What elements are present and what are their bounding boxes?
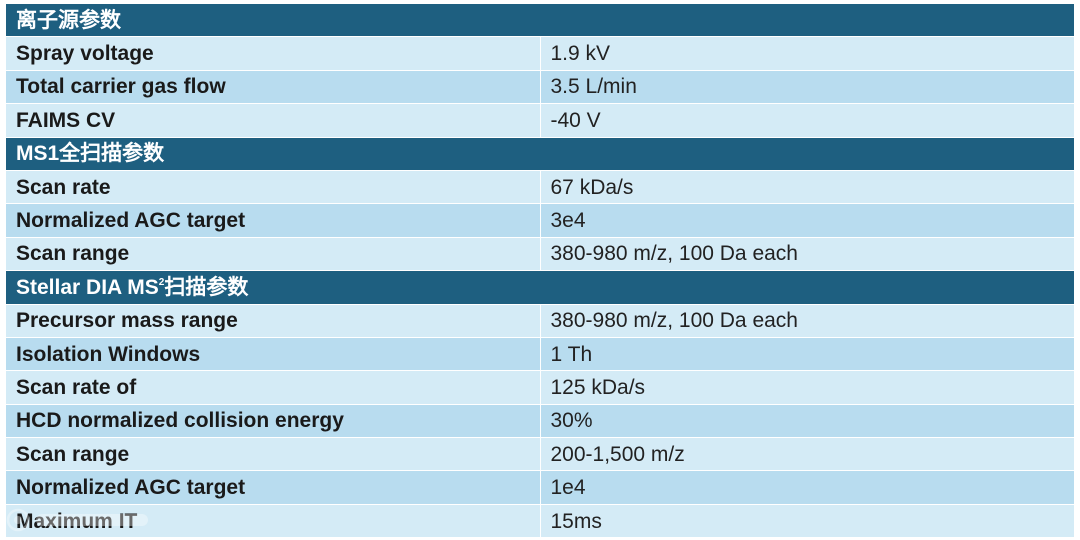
param-label: Scan range: [5, 437, 541, 472]
section-title: MS1全扫描参数: [5, 136, 1075, 171]
param-label: Maximum IT: [5, 503, 541, 539]
param-value: 67 kDa/s: [539, 169, 1075, 205]
param-label: Isolation Windows: [5, 336, 541, 372]
param-value: 15ms: [539, 503, 1075, 539]
table-row: FAIMS CV -40 V: [5, 103, 1075, 138]
section-title-prefix: Stellar DIA MS: [16, 275, 159, 299]
table-row: Scan rate 67 kDa/s: [5, 169, 1075, 205]
param-value: -40 V: [539, 103, 1075, 138]
table-row: Normalized AGC target 1e4: [5, 470, 1075, 505]
section-title-suffix: 扫描参数: [164, 275, 249, 299]
table-row: Maximum IT 15ms: [5, 503, 1075, 539]
param-label: Spray voltage: [5, 36, 541, 71]
param-value: 3.5 L/min: [539, 69, 1075, 105]
table-row: Spray voltage 1.9 kV: [5, 36, 1075, 71]
param-value: 1 Th: [539, 336, 1075, 372]
table-row: Isolation Windows 1 Th: [5, 336, 1075, 372]
section-header-ms1: MS1全扫描参数: [5, 136, 1075, 171]
param-label: Scan range: [5, 236, 541, 272]
param-label: HCD normalized collision energy: [5, 403, 541, 439]
table-row: Precursor mass range 380-980 m/z, 100 Da…: [5, 303, 1075, 338]
param-label: Normalized AGC target: [5, 470, 541, 505]
parameter-table: 离子源参数 Spray voltage 1.9 kV Total carrier…: [5, 2, 1075, 539]
param-value: 125 kDa/s: [539, 370, 1075, 405]
table-row: Normalized AGC target 3e4: [5, 203, 1075, 238]
table-row: Scan range 380-980 m/z, 100 Da each: [5, 236, 1075, 272]
param-value: 380-980 m/z, 100 Da each: [539, 303, 1075, 338]
table-row: Scan rate of 125 kDa/s: [5, 370, 1075, 405]
param-value: 380-980 m/z, 100 Da each: [539, 236, 1075, 272]
param-value: 1.9 kV: [539, 36, 1075, 71]
section-header-stellar-dia-ms2: Stellar DIA MS2扫描参数: [5, 270, 1075, 305]
param-label: Scan rate of: [5, 370, 541, 405]
param-value: 200-1,500 m/z: [539, 437, 1075, 472]
section-header-ion-source: 离子源参数: [5, 2, 1075, 38]
table-row: Scan range 200-1,500 m/z: [5, 437, 1075, 472]
param-label: Precursor mass range: [5, 303, 541, 338]
param-label: FAIMS CV: [5, 103, 541, 138]
section-title: 离子源参数: [5, 2, 1075, 38]
section-title: Stellar DIA MS2扫描参数: [5, 270, 1075, 305]
param-label: Scan rate: [5, 169, 541, 205]
table-row: Total carrier gas flow 3.5 L/min: [5, 69, 1075, 105]
param-label: Normalized AGC target: [5, 203, 541, 238]
param-value: 30%: [539, 403, 1075, 439]
param-value: 3e4: [539, 203, 1075, 238]
param-label: Total carrier gas flow: [5, 69, 541, 105]
param-value: 1e4: [539, 470, 1075, 505]
table-row: HCD normalized collision energy 30%: [5, 403, 1075, 439]
section-title-superscript: 2: [158, 276, 165, 288]
